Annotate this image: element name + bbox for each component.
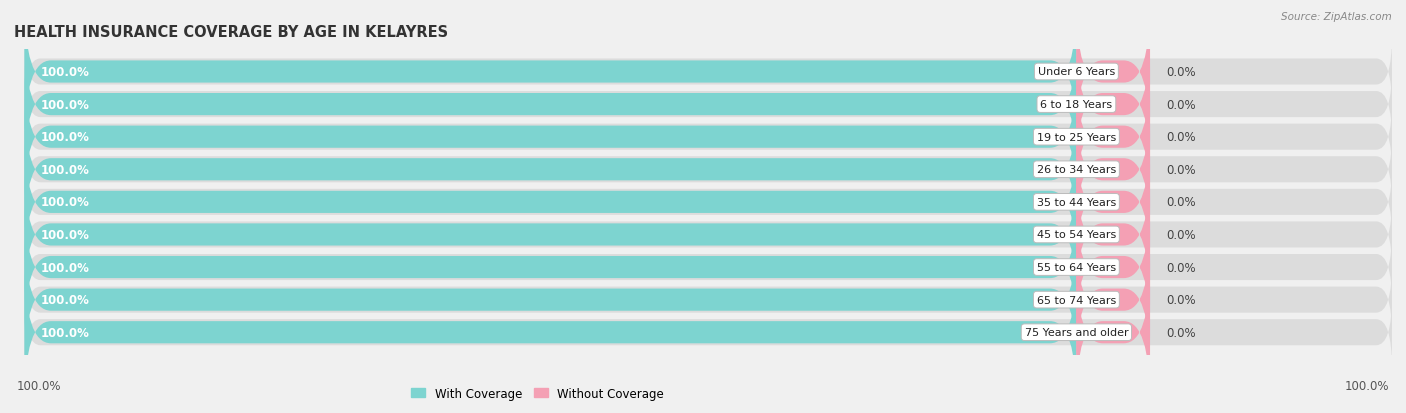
FancyBboxPatch shape: [1077, 67, 1150, 208]
FancyBboxPatch shape: [1077, 2, 1150, 142]
FancyBboxPatch shape: [1077, 262, 1150, 403]
Text: 0.0%: 0.0%: [1166, 196, 1195, 209]
Text: 0.0%: 0.0%: [1166, 164, 1195, 176]
Text: 0.0%: 0.0%: [1166, 228, 1195, 241]
FancyBboxPatch shape: [24, 264, 1392, 336]
Text: 45 to 54 Years: 45 to 54 Years: [1036, 230, 1116, 240]
Text: 100.0%: 100.0%: [41, 98, 89, 112]
Text: 100.0%: 100.0%: [41, 261, 89, 274]
Text: 100.0%: 100.0%: [41, 293, 89, 306]
Text: 65 to 74 Years: 65 to 74 Years: [1036, 295, 1116, 305]
Text: 35 to 44 Years: 35 to 44 Years: [1036, 197, 1116, 207]
Text: 0.0%: 0.0%: [1166, 261, 1195, 274]
FancyBboxPatch shape: [24, 165, 1077, 305]
FancyBboxPatch shape: [24, 37, 1392, 108]
FancyBboxPatch shape: [1077, 35, 1150, 175]
FancyBboxPatch shape: [1077, 100, 1150, 240]
FancyBboxPatch shape: [24, 166, 1392, 238]
FancyBboxPatch shape: [24, 67, 1077, 208]
FancyBboxPatch shape: [24, 262, 1077, 403]
FancyBboxPatch shape: [24, 35, 1077, 175]
Text: 100.0%: 100.0%: [41, 131, 89, 144]
FancyBboxPatch shape: [1077, 230, 1150, 370]
Text: HEALTH INSURANCE COVERAGE BY AGE IN KELAYRES: HEALTH INSURANCE COVERAGE BY AGE IN KELA…: [14, 25, 449, 40]
FancyBboxPatch shape: [1077, 165, 1150, 305]
Text: 100.0%: 100.0%: [41, 326, 89, 339]
Text: 26 to 34 Years: 26 to 34 Years: [1036, 165, 1116, 175]
Text: 19 to 25 Years: 19 to 25 Years: [1036, 132, 1116, 142]
Text: 100.0%: 100.0%: [17, 380, 62, 392]
FancyBboxPatch shape: [1077, 132, 1150, 273]
Text: 0.0%: 0.0%: [1166, 293, 1195, 306]
FancyBboxPatch shape: [24, 199, 1392, 271]
FancyBboxPatch shape: [24, 2, 1077, 142]
FancyBboxPatch shape: [24, 102, 1392, 173]
FancyBboxPatch shape: [24, 197, 1077, 337]
FancyBboxPatch shape: [24, 297, 1392, 368]
FancyBboxPatch shape: [24, 230, 1077, 370]
Text: 75 Years and older: 75 Years and older: [1025, 328, 1128, 337]
FancyBboxPatch shape: [24, 232, 1392, 303]
Text: 0.0%: 0.0%: [1166, 131, 1195, 144]
Text: 100.0%: 100.0%: [41, 196, 89, 209]
FancyBboxPatch shape: [24, 69, 1392, 140]
Legend: With Coverage, Without Coverage: With Coverage, Without Coverage: [406, 382, 669, 404]
Text: 100.0%: 100.0%: [41, 228, 89, 241]
FancyBboxPatch shape: [24, 100, 1077, 240]
FancyBboxPatch shape: [24, 132, 1077, 273]
Text: 0.0%: 0.0%: [1166, 66, 1195, 79]
FancyBboxPatch shape: [1077, 197, 1150, 337]
FancyBboxPatch shape: [24, 134, 1392, 206]
Text: 100.0%: 100.0%: [1344, 380, 1389, 392]
Text: 6 to 18 Years: 6 to 18 Years: [1040, 100, 1112, 110]
Text: Source: ZipAtlas.com: Source: ZipAtlas.com: [1281, 12, 1392, 22]
Text: Under 6 Years: Under 6 Years: [1038, 67, 1115, 77]
Text: 100.0%: 100.0%: [41, 66, 89, 79]
Text: 100.0%: 100.0%: [41, 164, 89, 176]
Text: 55 to 64 Years: 55 to 64 Years: [1036, 262, 1116, 273]
Text: 0.0%: 0.0%: [1166, 98, 1195, 112]
Text: 0.0%: 0.0%: [1166, 326, 1195, 339]
